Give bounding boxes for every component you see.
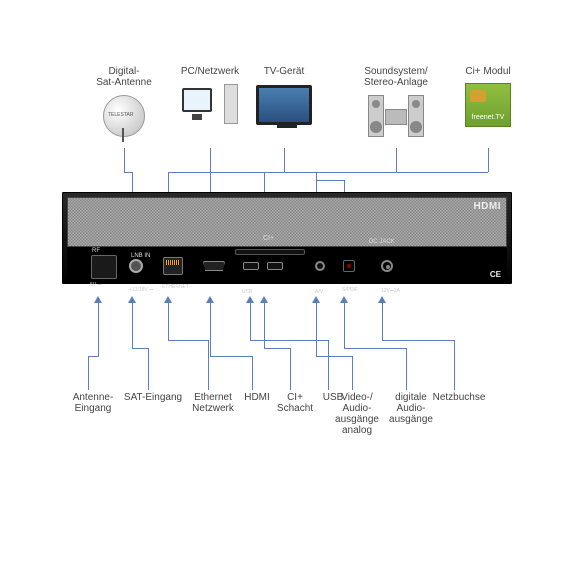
- receiver: CI+DC JACKRF5V ⎓LNB IN+13/18V ⎓ETHERNETH…: [62, 192, 512, 284]
- device-label-ci: Ci+ Modul: [454, 66, 522, 77]
- device-pc: PC/Netzwerk: [176, 66, 244, 129]
- device-tv: TV-Gerät: [250, 66, 318, 129]
- connector-hdmi: HDMI: [203, 261, 225, 271]
- connector-usb2: [267, 262, 283, 270]
- connector-eth: ETHERNET: [163, 257, 183, 275]
- device-sound: Soundsystem/Stereo-Anlage: [362, 66, 430, 140]
- device-icon-tv: [256, 81, 312, 129]
- device-label-tv: TV-Gerät: [250, 66, 318, 77]
- connector-av: A/V: [315, 261, 325, 271]
- device-ci: Ci+ Modul freenet.TV: [454, 66, 522, 129]
- connector-dc: 12V⎓2A: [381, 260, 393, 272]
- device-label-pc: PC/Netzwerk: [176, 66, 244, 77]
- device-label-sound: Soundsystem/Stereo-Anlage: [362, 66, 430, 88]
- ce-mark: CE: [490, 270, 501, 279]
- connector-lnb: LNB IN+13/18V ⎓: [129, 259, 143, 273]
- arrow-3: [206, 296, 214, 303]
- arrow-2: [164, 296, 172, 303]
- arrow-7: [340, 296, 348, 303]
- device-sat: Digital-Sat-Antenne TELESTAR: [90, 66, 158, 140]
- device-icon-ci: freenet.TV: [460, 81, 516, 129]
- connector-spdif: S/PDIF: [343, 260, 355, 272]
- arrow-5: [246, 296, 254, 303]
- arrow-8: [378, 296, 386, 303]
- arrow-0: [94, 296, 102, 303]
- device-icon-sat: TELESTAR: [96, 92, 152, 140]
- arrow-6: [312, 296, 320, 303]
- connector-ci: [235, 249, 305, 255]
- hdmi-logo: HDMI: [473, 201, 501, 212]
- arrow-1: [128, 296, 136, 303]
- device-icon-sound: [368, 92, 424, 140]
- device-icon-pc: [182, 81, 238, 129]
- connector-usb1: USB: [243, 262, 259, 270]
- arrow-4: [260, 296, 268, 303]
- port-label-8: Netzbuchse: [424, 392, 494, 403]
- device-label-sat: Digital-Sat-Antenne: [90, 66, 158, 88]
- connector-rf: RF5V ⎓: [91, 255, 117, 279]
